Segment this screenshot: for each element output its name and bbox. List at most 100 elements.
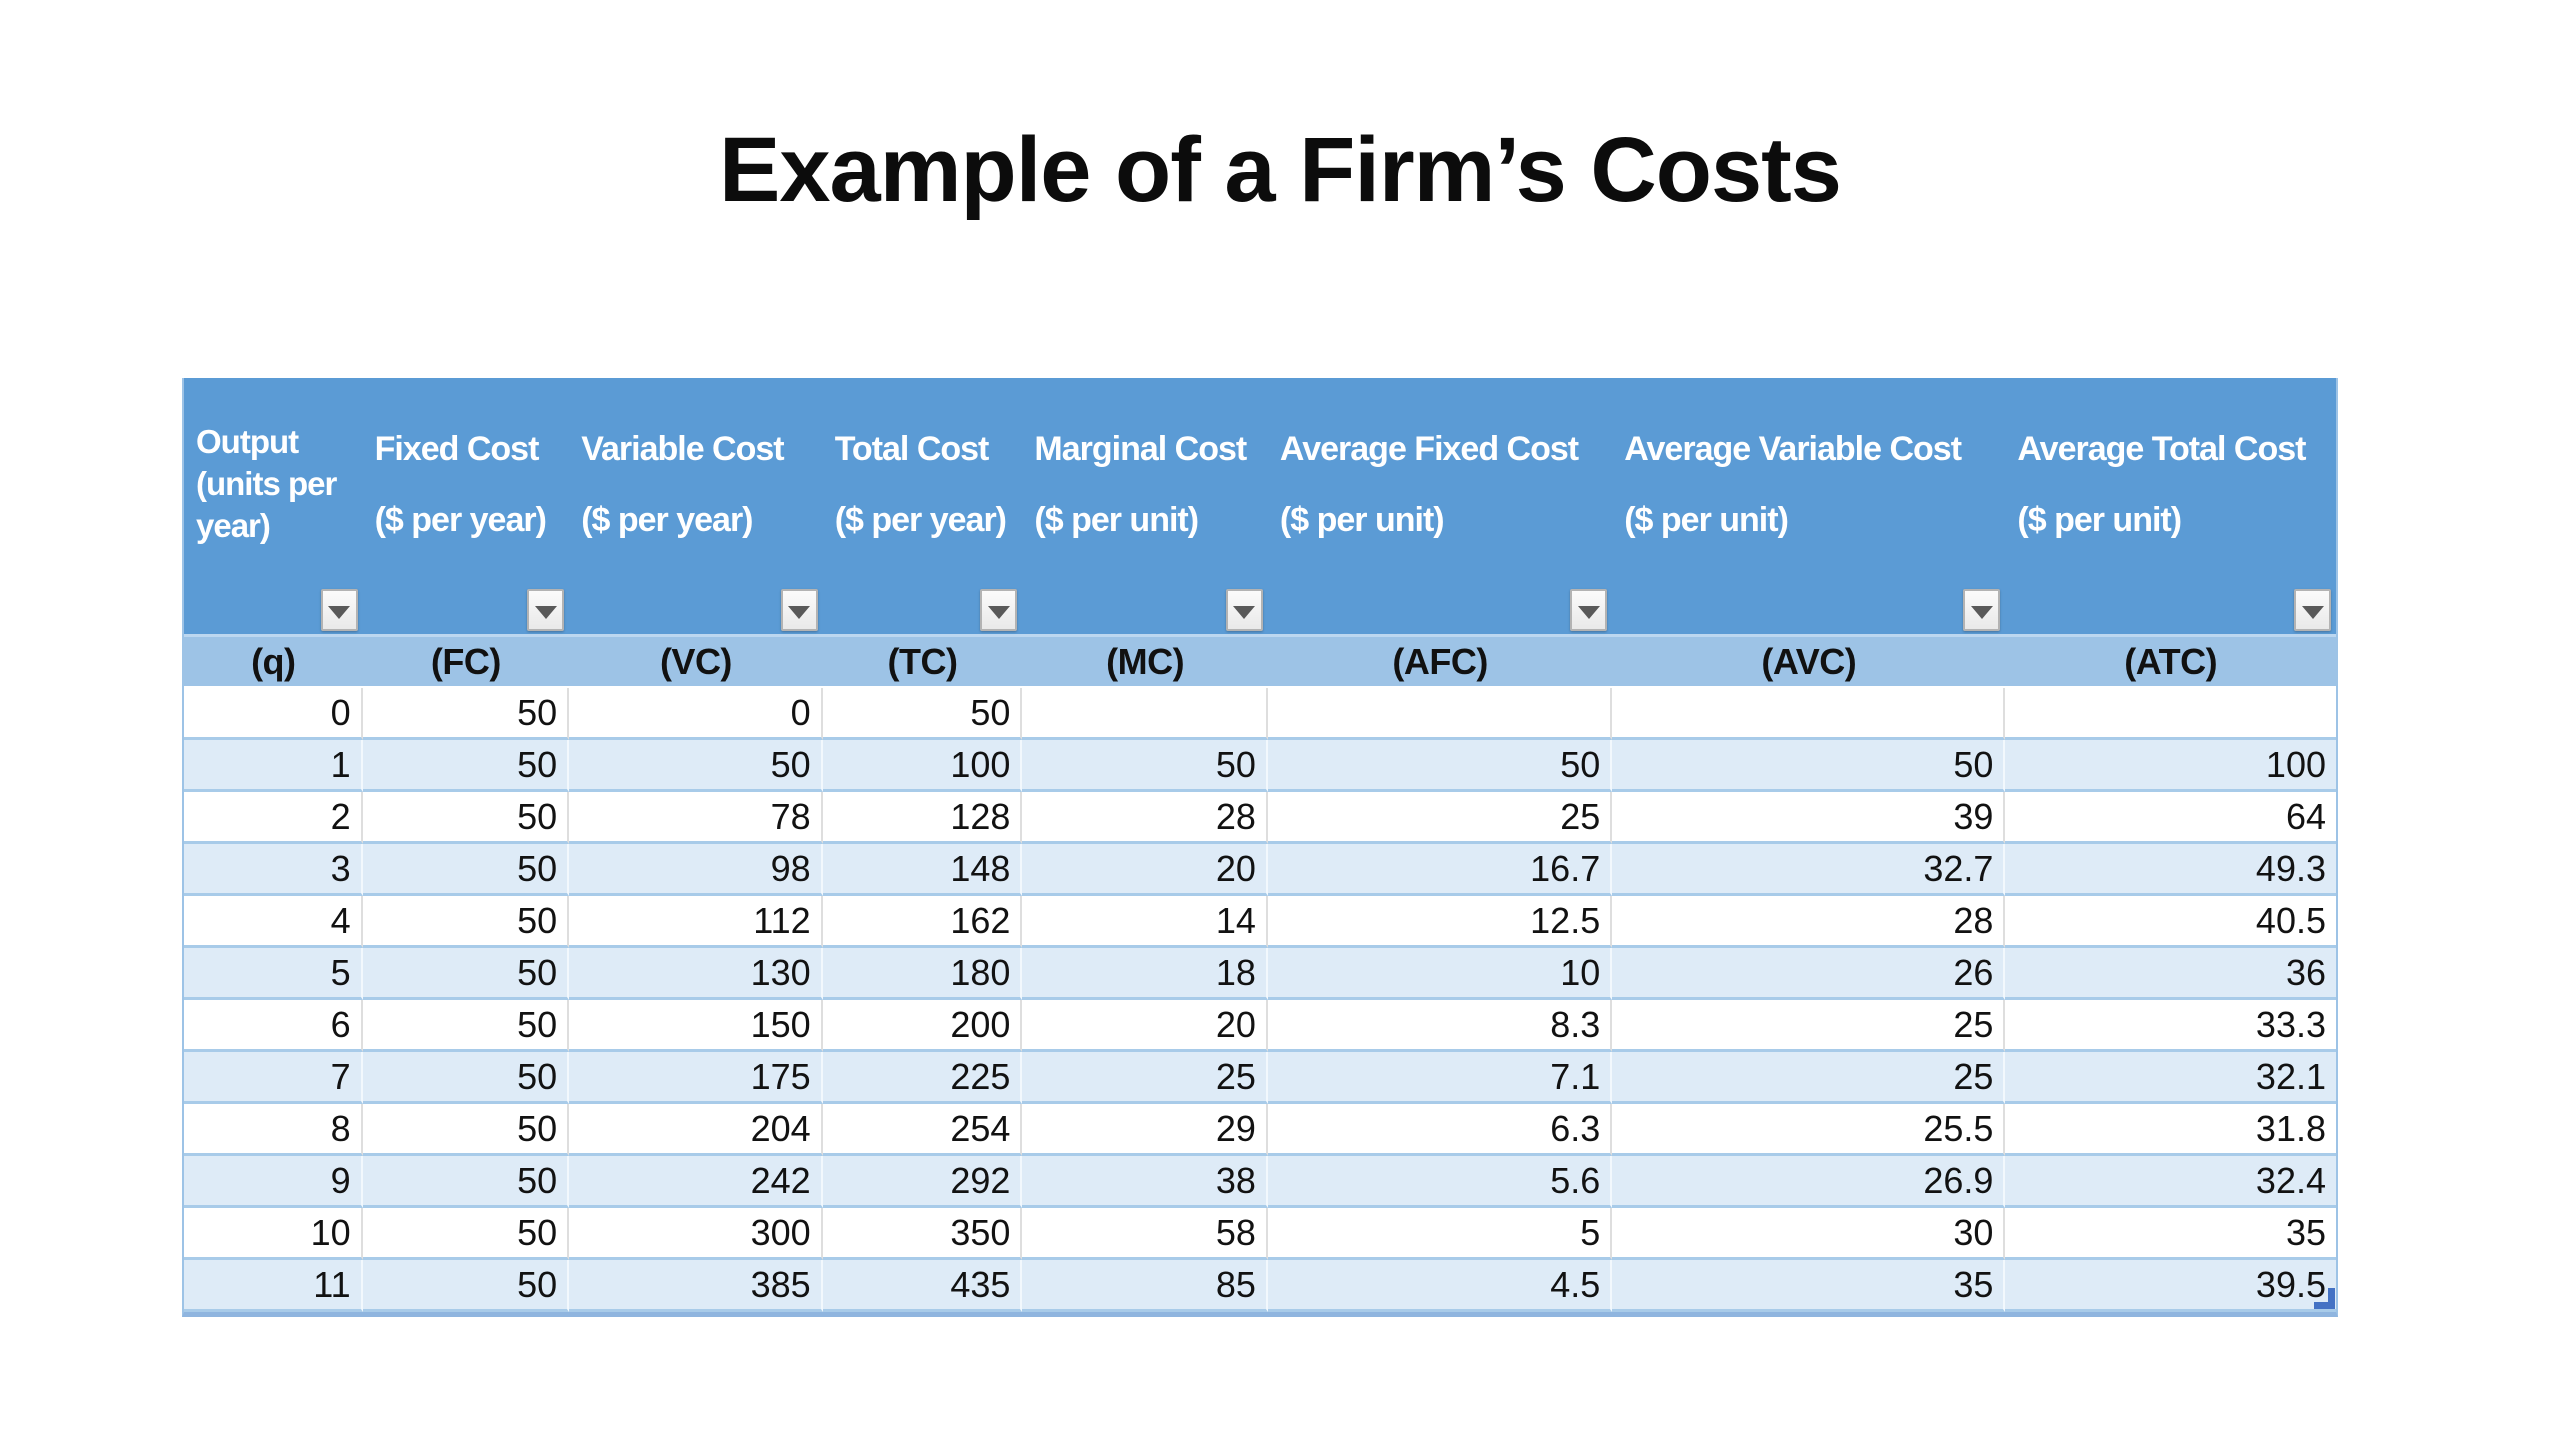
- filter-button-tc[interactable]: [980, 589, 1018, 631]
- chevron-down-icon: [1970, 606, 1993, 619]
- filter-button-fc[interactable]: [527, 589, 565, 631]
- table-cell: 5: [184, 948, 363, 1000]
- table-cell: 100: [822, 740, 1023, 792]
- table-row: 2 50 78 128 28 25 39 64: [184, 792, 2336, 844]
- table-cell: 14: [1022, 896, 1268, 948]
- column-code-afc: (AFC): [1267, 634, 1613, 688]
- column-unit: ($ per unit): [2017, 501, 2182, 540]
- column-unit: ($ per unit): [1624, 501, 1789, 540]
- table-resize-handle[interactable]: [2314, 1288, 2335, 1309]
- table-cell: 50: [362, 896, 570, 948]
- table-cell: 5: [1267, 1208, 1613, 1260]
- table-cell: 50: [362, 740, 570, 792]
- table-cell: 50: [1267, 740, 1613, 792]
- table-cell: 128: [822, 792, 1023, 844]
- table-row: 9 50 242 292 38 5.6 26.9 32.4: [184, 1156, 2336, 1208]
- table-cell: 50: [362, 844, 570, 896]
- table-cell: 7: [184, 1052, 363, 1104]
- table-cell: 26.9: [1612, 1156, 2006, 1208]
- table-code-row: (q) (FC) (VC) (TC) (MC) (AFC) (AVC) (ATC): [184, 634, 2336, 688]
- table-cell: 32.4: [2005, 1156, 2336, 1208]
- table-cell: [2005, 688, 2336, 740]
- table-cell: 175: [569, 1052, 823, 1104]
- table-cell: 50: [362, 948, 570, 1000]
- table-cell: 225: [822, 1052, 1023, 1104]
- column-unit: ($ per unit): [1279, 501, 1445, 540]
- table-row: 1 50 50 100 50 50 50 100: [184, 740, 2336, 792]
- table-cell: 39: [1612, 792, 2006, 844]
- table-row: 6 50 150 200 20 8.3 25 33.3: [184, 1000, 2336, 1052]
- table-cell: 8: [184, 1104, 363, 1156]
- table-cell: 18: [1022, 948, 1268, 1000]
- table-cell: 32.7: [1612, 844, 2006, 896]
- table-cell: 39.5: [2005, 1260, 2336, 1312]
- column-header-fc: Fixed Cost ($ per year): [362, 378, 570, 634]
- filter-button-avc[interactable]: [1963, 589, 2001, 631]
- column-header-avc: Average Variable Cost ($ per unit): [1612, 378, 2006, 634]
- table-cell: 25: [1612, 1000, 2006, 1052]
- table-cell: 50: [362, 1208, 570, 1260]
- table-row: 7 50 175 225 25 7.1 25 32.1: [184, 1052, 2336, 1104]
- table-row: 8 50 204 254 29 6.3 25.5 31.8: [184, 1104, 2336, 1156]
- table-cell: 242: [569, 1156, 823, 1208]
- table-row: 4 50 112 162 14 12.5 28 40.5: [184, 896, 2336, 948]
- table-cell: 8.3: [1267, 1000, 1613, 1052]
- table-cell: 33.3: [2005, 1000, 2336, 1052]
- filter-button-atc[interactable]: [2294, 589, 2331, 631]
- column-code-vc: (VC): [569, 634, 823, 688]
- table-cell: 1: [184, 740, 363, 792]
- table-cell: 25: [1612, 1052, 2006, 1104]
- table-cell: 16.7: [1267, 844, 1613, 896]
- chevron-down-icon: [2301, 606, 2324, 619]
- column-unit: ($ per year): [581, 501, 753, 540]
- table-cell: 50: [362, 1104, 570, 1156]
- chevron-down-icon: [328, 606, 351, 619]
- column-title: Fixed Cost: [374, 429, 540, 468]
- slide-title: Example of a Firm’s Costs: [719, 119, 1842, 221]
- table-cell: 25: [1267, 792, 1613, 844]
- table-row: 0 50 0 50: [184, 688, 2336, 740]
- table-cell: 130: [569, 948, 823, 1000]
- table-cell: [1022, 688, 1268, 740]
- table-cell: 350: [822, 1208, 1023, 1260]
- table-cell: 49.3: [2005, 844, 2336, 896]
- filter-button-vc[interactable]: [780, 589, 818, 631]
- table-cell: 4.5: [1267, 1260, 1613, 1312]
- column-title: Total Cost: [834, 429, 990, 468]
- table-cell: 30: [1612, 1208, 2006, 1260]
- table-cell: [1267, 688, 1613, 740]
- table-cell: 0: [184, 688, 363, 740]
- costs-table: Output (units per year) Fixed Cost ($ per …: [182, 378, 2338, 1317]
- table-row: 10 50 300 350 58 5 30 35: [184, 1208, 2336, 1260]
- table-cell: 7.1: [1267, 1052, 1613, 1104]
- table-cell: 300: [569, 1208, 823, 1260]
- table-cell: 50: [362, 792, 570, 844]
- table-cell: 28: [1022, 792, 1268, 844]
- table-cell: 50: [362, 1156, 570, 1208]
- table-cell: 10: [184, 1208, 363, 1260]
- table-cell: 9: [184, 1156, 363, 1208]
- table-cell: 0: [569, 688, 823, 740]
- column-title: Average Total Cost: [2017, 429, 2306, 468]
- column-title: Average Fixed Cost: [1279, 429, 1579, 468]
- filter-button-q[interactable]: [320, 589, 358, 631]
- table-cell: 10: [1267, 948, 1613, 1000]
- table-cell: 50: [1022, 740, 1268, 792]
- table-cell: 29: [1022, 1104, 1268, 1156]
- table-row: 3 50 98 148 20 16.7 32.7 49.3: [184, 844, 2336, 896]
- filter-button-afc[interactable]: [1570, 589, 1608, 631]
- table-row: 11 50 385 435 85 4.5 35 39.5: [184, 1260, 2336, 1312]
- table-cell: 20: [1022, 844, 1268, 896]
- column-code-fc: (FC): [362, 634, 570, 688]
- column-code-tc: (TC): [822, 634, 1023, 688]
- filter-button-mc[interactable]: [1225, 589, 1263, 631]
- chevron-down-icon: [534, 606, 557, 619]
- chevron-down-icon: [987, 606, 1010, 619]
- column-header-mc: Marginal Cost ($ per unit): [1022, 378, 1268, 634]
- table-row: 5 50 130 180 18 10 26 36: [184, 948, 2336, 1000]
- column-unit: ($ per year): [834, 501, 1007, 540]
- table-cell: 25: [1022, 1052, 1268, 1104]
- table-cell: 26: [1612, 948, 2006, 1000]
- table-cell: 292: [822, 1156, 1023, 1208]
